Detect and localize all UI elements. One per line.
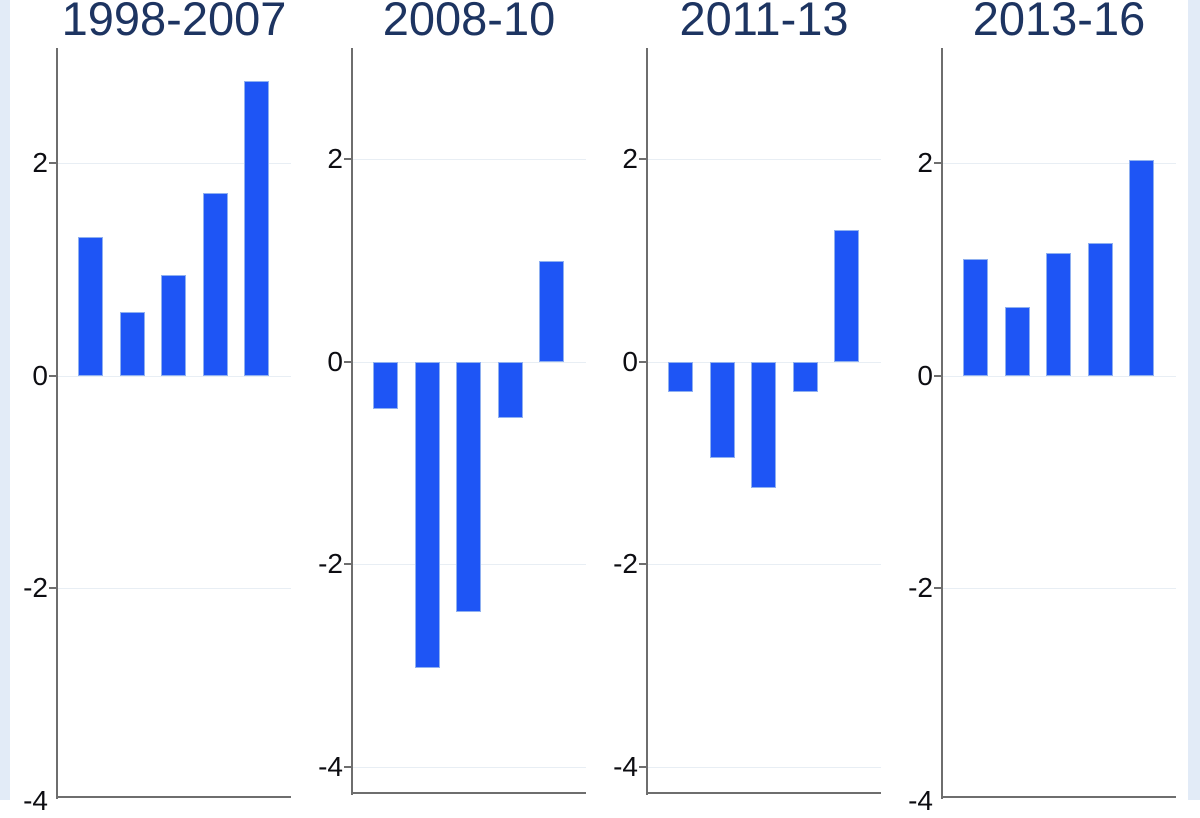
gridline-y-2 <box>352 159 586 160</box>
bar-4 <box>497 361 523 419</box>
tick-mark-y--2 <box>934 587 942 589</box>
tick-mark-y-2 <box>344 158 352 160</box>
tick-mark-y-2 <box>934 162 942 164</box>
panel-title: 2013-16 <box>972 0 1146 45</box>
bar-2 <box>119 311 145 376</box>
y-axis-line <box>941 48 943 799</box>
panel-title: 1998-2007 <box>61 0 287 45</box>
bar-3 <box>751 361 776 489</box>
bar-2 <box>709 361 735 458</box>
bar-1 <box>373 361 398 410</box>
y-axis-line <box>56 48 58 799</box>
tick-mark-y-0 <box>49 375 57 377</box>
bar-4 <box>792 361 818 393</box>
tick-label-y-0: 0 <box>327 346 343 377</box>
bar-2 <box>414 361 440 669</box>
chart-panel-2008-10: 2008-10 2 0 -2 -4 <box>318 0 586 795</box>
gridline-y--4 <box>352 767 586 768</box>
tick-label-y-0: 0 <box>917 360 933 391</box>
tick-label-y--4: -4 <box>318 751 343 782</box>
tick-label-y--4: -4 <box>908 785 933 816</box>
bar-3 <box>161 274 186 376</box>
panel-title: 2011-13 <box>679 0 849 45</box>
bar-3 <box>456 361 481 612</box>
gridline-y-0 <box>942 376 1176 377</box>
tick-label-y--2: -2 <box>23 572 48 603</box>
chart-panel-2011-13: 2011-13 2 0 -2 -4 <box>613 0 881 795</box>
bar-5 <box>244 81 269 376</box>
bar-5 <box>834 230 859 362</box>
bar-5 <box>539 260 564 362</box>
tick-label-y-0: 0 <box>622 346 638 377</box>
tick-mark-y--2 <box>639 563 647 565</box>
bar-2 <box>1004 306 1030 376</box>
tick-mark-y-2 <box>49 162 57 164</box>
tick-label-y-0: 0 <box>32 360 48 391</box>
gridline-y-2 <box>942 163 1176 164</box>
tick-label-y--4: -4 <box>613 751 638 782</box>
gridline-y-2 <box>647 159 881 160</box>
panel-title: 2008-10 <box>382 0 556 45</box>
gridline-y--4 <box>647 767 881 768</box>
chart-panel-1998-2007: 1998-2007 2 0 -2 -4 <box>23 0 291 816</box>
bar-1 <box>963 258 988 376</box>
bar-1 <box>78 237 103 376</box>
tick-mark-y-0 <box>639 361 647 363</box>
bar-3 <box>1046 253 1071 376</box>
gridline-y-2 <box>57 163 291 164</box>
gridline-y--2 <box>942 588 1176 589</box>
tick-label-y--2: -2 <box>908 572 933 603</box>
tick-label-y-2: 2 <box>327 143 343 174</box>
bar-1 <box>668 361 693 393</box>
right-margin-band <box>1188 0 1200 800</box>
tick-mark-y--4 <box>639 766 647 768</box>
tick-mark-y-0 <box>934 375 942 377</box>
tick-label-y-2: 2 <box>622 143 638 174</box>
bar-4 <box>1087 242 1113 376</box>
chart-panel-2013-16: 2013-16 2 0 -2 -4 <box>908 0 1176 816</box>
bar-4 <box>202 192 228 376</box>
tick-mark-y--4 <box>344 766 352 768</box>
gridline-y--2 <box>57 588 291 589</box>
y-axis-line <box>351 48 353 795</box>
bar-5 <box>1129 159 1154 376</box>
tick-mark-y--2 <box>49 587 57 589</box>
gridline-y--2 <box>647 564 881 565</box>
gridline-y-0 <box>57 376 291 377</box>
left-margin-band <box>0 0 10 800</box>
x-axis-line <box>352 792 586 794</box>
tick-label-y-2: 2 <box>917 147 933 178</box>
x-axis-line <box>57 796 291 798</box>
x-axis-line <box>647 792 881 794</box>
y-axis-line <box>646 48 648 795</box>
tick-label-y-2: 2 <box>32 147 48 178</box>
tick-mark-y--2 <box>344 563 352 565</box>
tick-mark-y-0 <box>344 361 352 363</box>
tick-mark-y-2 <box>639 158 647 160</box>
tick-label-y--2: -2 <box>613 548 638 579</box>
x-axis-line <box>942 796 1176 798</box>
tick-label-y--2: -2 <box>318 548 343 579</box>
